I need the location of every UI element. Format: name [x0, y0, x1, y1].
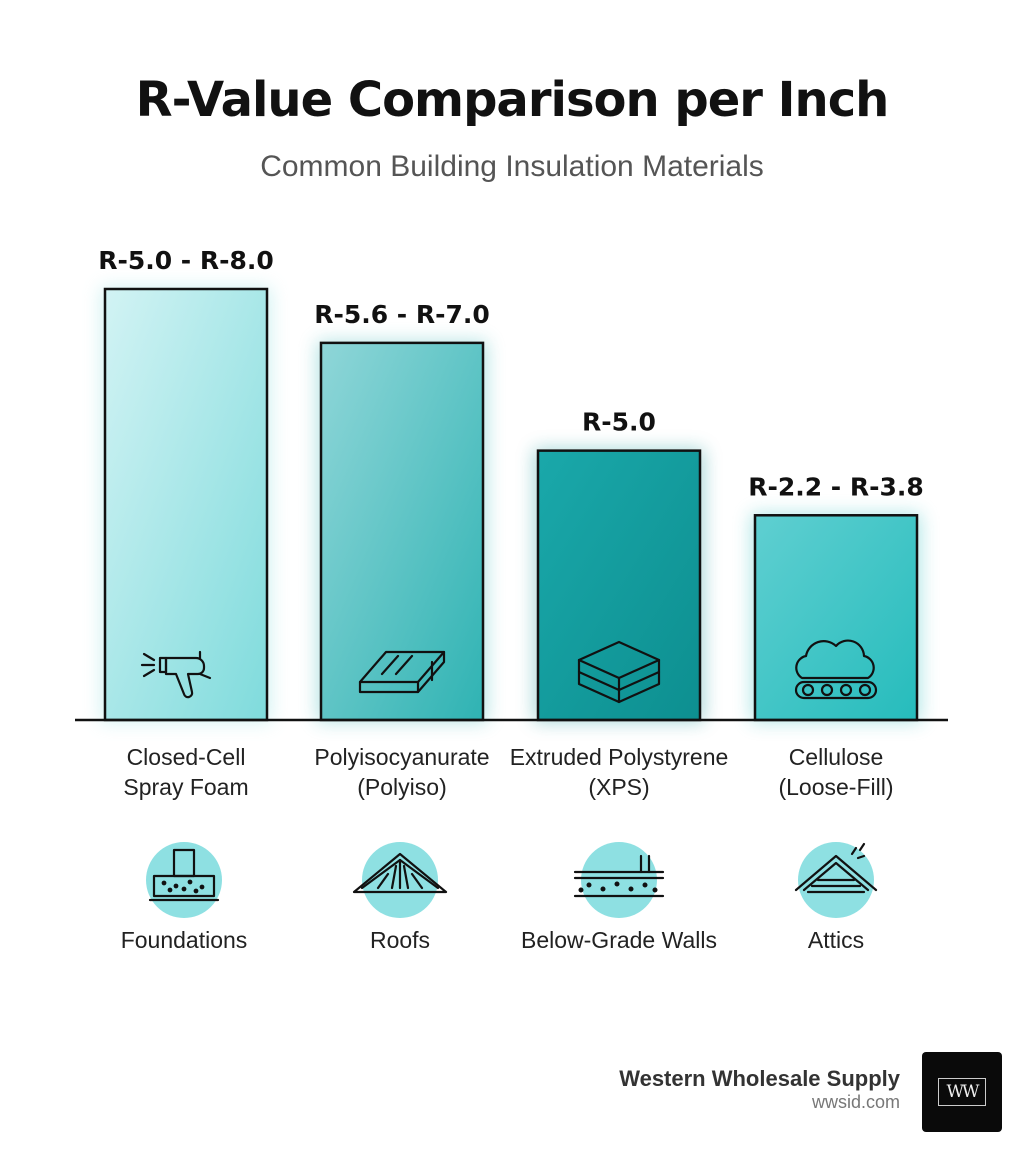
chart-title: R-Value Comparison per Inch [135, 72, 890, 128]
category-label: Polyisocyanurate [314, 744, 489, 770]
attic-icon [794, 842, 878, 894]
brand-url[interactable]: wwsid.com [811, 1092, 900, 1112]
category-label: Closed-Cell [127, 744, 246, 770]
bar [319, 341, 485, 722]
category-label: Extruded Polystyrene [510, 744, 729, 770]
bar [753, 514, 919, 722]
bar [536, 449, 702, 722]
bar [103, 287, 269, 722]
bar-value-label: R-5.6 - R-7.0 [314, 300, 490, 329]
brand-name: Western Wholesale Supply [619, 1066, 900, 1091]
brand-logo: WW [922, 1052, 1002, 1132]
chart-subtitle: Common Building Insulation Materials [260, 150, 764, 183]
below-grade-wall-icon [573, 854, 665, 898]
spray-gun-icon [140, 650, 212, 699]
rigid-board-icon [358, 650, 446, 694]
application-label: Below-Grade Walls [521, 927, 717, 953]
bar-value-label: R-5.0 - R-8.0 [98, 246, 274, 275]
application-label: Roofs [370, 927, 430, 953]
brand-logo-mark: WW [938, 1078, 986, 1106]
bar-value-label: R-5.0 [582, 408, 656, 437]
category-label: (XPS) [588, 774, 649, 800]
application-label: Foundations [121, 927, 248, 953]
stacked-boards-icon [577, 640, 661, 704]
application-label: Attics [808, 927, 864, 953]
application-circle [146, 842, 222, 918]
cellulose-cloud-icon [794, 639, 878, 700]
foundation-icon [148, 848, 220, 902]
category-label: Cellulose [789, 744, 884, 770]
bar-value-label: R-2.2 - R-3.8 [748, 472, 924, 501]
roof-truss-icon [352, 852, 448, 894]
application-circle [581, 842, 657, 918]
category-label: (Loose-Fill) [778, 774, 893, 800]
category-label: Spray Foam [123, 774, 248, 800]
category-label: (Polyiso) [357, 774, 446, 800]
